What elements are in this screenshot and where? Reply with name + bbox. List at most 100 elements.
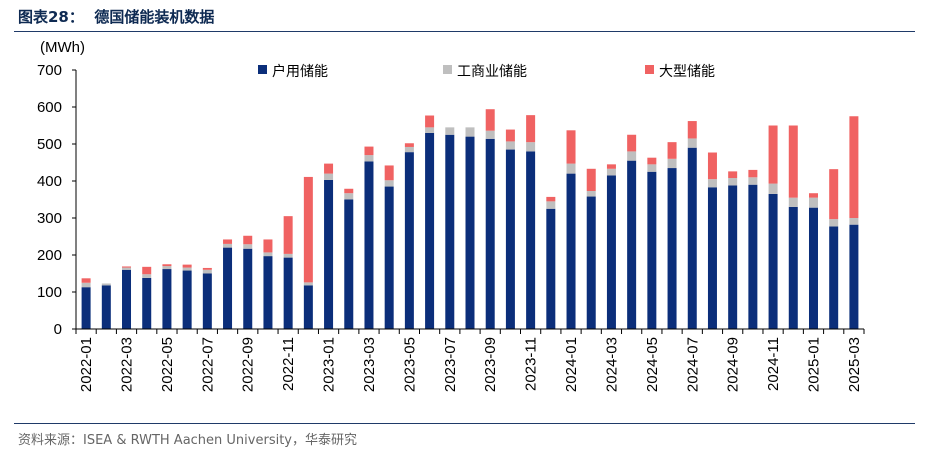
bar-segment-s1 bbox=[404, 146, 414, 153]
bar-segment-s2 bbox=[728, 171, 738, 179]
bar-segment-s0 bbox=[223, 247, 233, 329]
bar-segment-s1 bbox=[687, 138, 697, 148]
bar-segment-s1 bbox=[202, 269, 212, 274]
x-tick-label: 2023-01 bbox=[321, 337, 338, 392]
x-tick-label: 2025-01 bbox=[805, 337, 822, 392]
bar-segment-s0 bbox=[142, 277, 152, 329]
bar-segment-s0 bbox=[768, 193, 778, 329]
bar-segment-s1 bbox=[182, 267, 192, 271]
bar-segment-s2 bbox=[384, 165, 394, 181]
bar-segment-s0 bbox=[101, 285, 111, 329]
bar-segment-s0 bbox=[627, 160, 637, 329]
bar-segment-s1 bbox=[485, 130, 495, 139]
bar-segment-s0 bbox=[445, 134, 455, 329]
bar-segment-s2 bbox=[707, 152, 717, 180]
bar-segment-s0 bbox=[303, 285, 313, 329]
x-tick-label: 2024-07 bbox=[684, 337, 701, 392]
bar-segment-s1 bbox=[849, 218, 859, 225]
bar-segment-s2 bbox=[142, 266, 152, 275]
bar-segment-s0 bbox=[687, 147, 697, 329]
bar-segment-s0 bbox=[364, 161, 374, 329]
x-tick-label: 2022-07 bbox=[199, 337, 216, 392]
bar-segment-s0 bbox=[647, 171, 657, 329]
bar-segment-s1 bbox=[546, 201, 556, 209]
x-tick-label: 2022-01 bbox=[78, 337, 95, 392]
y-tick-label: 600 bbox=[37, 99, 62, 116]
x-tick-label: 2023-03 bbox=[361, 337, 378, 392]
bar-segment-s2 bbox=[485, 109, 495, 131]
bar-segment-s0 bbox=[344, 199, 354, 329]
bar-segment-s1 bbox=[505, 141, 515, 150]
bar-segment-s1 bbox=[748, 177, 758, 185]
bar-segment-s1 bbox=[647, 164, 657, 172]
bar-segment-s1 bbox=[263, 252, 273, 257]
bar-segment-s2 bbox=[283, 216, 293, 254]
bar-segment-s1 bbox=[627, 151, 637, 161]
bar-segment-s0 bbox=[566, 173, 576, 329]
bar-segment-s1 bbox=[526, 142, 536, 152]
x-axis: 2022-01 2022-03 2022-05 2022-07 2022-09 2022-… bbox=[75, 328, 865, 392]
bar-segment-s2 bbox=[808, 193, 818, 198]
bar-segment-s1 bbox=[162, 266, 172, 270]
bar-segment-s0 bbox=[202, 273, 212, 329]
bar-segment-s1 bbox=[808, 197, 818, 208]
x-tick-label: 2023-11 bbox=[523, 337, 540, 391]
y-tick-label: 400 bbox=[37, 173, 62, 190]
legend-swatch bbox=[258, 65, 267, 74]
bar-segment-s1 bbox=[81, 282, 91, 288]
bar-segment-s0 bbox=[81, 287, 91, 329]
bar-segment-s1 bbox=[566, 163, 576, 174]
bar-segment-s0 bbox=[546, 208, 556, 329]
bar-segment-s0 bbox=[465, 136, 475, 329]
bar-segment-s2 bbox=[768, 125, 778, 184]
bar-segment-s2 bbox=[849, 116, 859, 218]
x-tick-label: 2023-05 bbox=[401, 337, 418, 392]
y-tick-label: 0 bbox=[54, 321, 62, 338]
bottom-rule bbox=[14, 423, 915, 424]
figure-title: 图表28： 德国储能装机数据 bbox=[18, 8, 215, 26]
bar-segment-s0 bbox=[324, 179, 334, 329]
bar-segment-s0 bbox=[606, 175, 616, 329]
bar-segment-s2 bbox=[566, 130, 576, 164]
bar-segment-s0 bbox=[485, 138, 495, 329]
y-axis: 0 100 200 300 400 500 600 700 bbox=[37, 62, 77, 338]
x-tick-label: 2024-03 bbox=[603, 337, 620, 392]
bar-segment-s2 bbox=[364, 146, 374, 156]
bar-segment-s2 bbox=[303, 176, 313, 283]
bar-segment-s1 bbox=[324, 173, 334, 180]
x-tick-label: 2025-03 bbox=[846, 337, 863, 392]
bar-segment-s1 bbox=[344, 193, 354, 200]
bar-segment-s1 bbox=[101, 283, 111, 286]
x-tick-label: 2023-09 bbox=[482, 337, 499, 392]
bar-segment-s2 bbox=[344, 188, 354, 194]
bar-segment-s0 bbox=[526, 151, 536, 329]
bar-segment-s0 bbox=[667, 168, 677, 329]
bar-segment-s2 bbox=[526, 115, 536, 143]
bar-segment-s1 bbox=[223, 243, 233, 248]
bar-segment-s2 bbox=[647, 157, 657, 165]
legend-swatch bbox=[443, 65, 452, 74]
x-tick-label: 2023-07 bbox=[442, 337, 459, 392]
bar-segment-s2 bbox=[627, 134, 637, 152]
bar-segment-s2 bbox=[324, 163, 334, 174]
legend: 户用储能 工商业储能 大型储能 bbox=[258, 63, 715, 80]
bar-segment-s1 bbox=[122, 267, 132, 270]
bar-segment-s1 bbox=[283, 253, 293, 258]
bar-segment-s2 bbox=[606, 164, 616, 169]
bar-segment-s2 bbox=[546, 196, 556, 202]
bar-segment-s0 bbox=[829, 226, 839, 329]
bar-segment-s0 bbox=[122, 269, 132, 329]
bar-segment-s1 bbox=[384, 180, 394, 187]
bar-segment-s1 bbox=[829, 219, 839, 227]
bar-segment-s1 bbox=[303, 282, 313, 286]
bar-segment-s0 bbox=[404, 152, 414, 329]
bar-segment-s2 bbox=[162, 264, 172, 267]
bar-segment-s1 bbox=[728, 178, 738, 186]
y-tick-label: 300 bbox=[37, 210, 62, 227]
source-note: 资料来源：ISEA & RWTH Aachen University，华泰研究 bbox=[18, 433, 357, 448]
y-axis-label: (MWh) bbox=[40, 39, 85, 56]
bar-segment-s1 bbox=[606, 168, 616, 176]
bar-segment-s0 bbox=[384, 186, 394, 329]
bar-segment-s1 bbox=[243, 244, 253, 249]
